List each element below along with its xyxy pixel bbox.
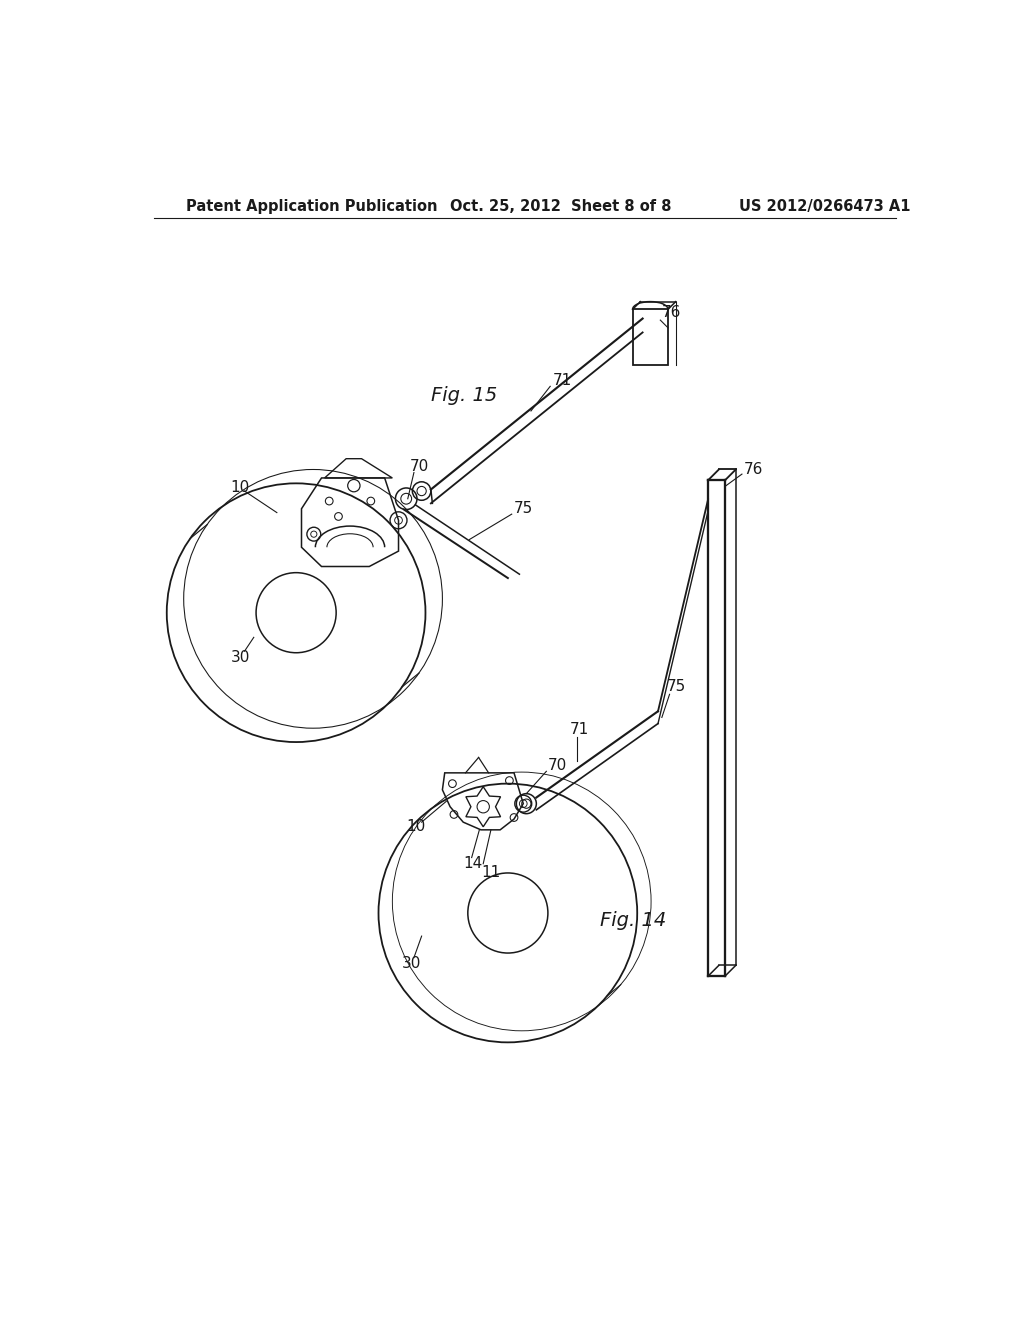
Text: Oct. 25, 2012  Sheet 8 of 8: Oct. 25, 2012 Sheet 8 of 8 — [451, 198, 672, 214]
Text: Fig. 14: Fig. 14 — [600, 911, 667, 931]
Text: US 2012/0266473 A1: US 2012/0266473 A1 — [739, 198, 910, 214]
Text: 70: 70 — [410, 459, 429, 474]
Text: 14: 14 — [463, 857, 482, 871]
Text: 76: 76 — [743, 462, 763, 477]
Text: 10: 10 — [407, 820, 425, 834]
Text: Fig. 15: Fig. 15 — [431, 385, 497, 405]
Text: 75: 75 — [667, 678, 686, 694]
Text: 76: 76 — [662, 305, 681, 319]
Text: 71: 71 — [569, 722, 589, 738]
Text: 10: 10 — [230, 480, 250, 495]
Text: 70: 70 — [548, 758, 567, 772]
Text: 11: 11 — [481, 866, 500, 880]
Text: 30: 30 — [230, 649, 250, 665]
Text: 75: 75 — [514, 502, 534, 516]
Text: 71: 71 — [553, 372, 571, 388]
Text: 30: 30 — [401, 956, 421, 972]
Text: Patent Application Publication: Patent Application Publication — [186, 198, 437, 214]
